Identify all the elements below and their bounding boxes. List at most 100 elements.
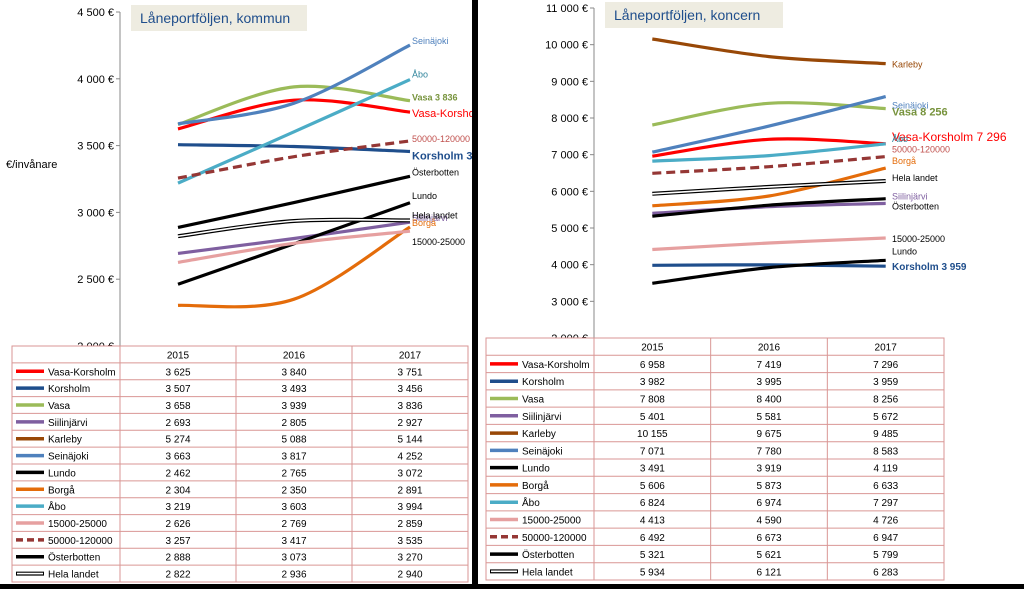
chart1-cell-5-2: 4 252 [397,452,422,463]
chart2-y-tick-label: 3 000 € [551,296,588,308]
chart2-cell-6-1: 3 919 [756,464,781,475]
chart1-cell-9-1: 2 769 [281,519,306,530]
chart2-cell-6-2: 4 119 [874,464,899,475]
chart1-series-11-end-label: Österbotten [412,167,459,177]
chart2-y-tick-label: 8 000 € [551,113,588,125]
chart2-cell-7-1: 5 873 [756,481,781,492]
chart1-cell-1-2: 3 456 [397,384,422,395]
chart2-cell-0-1: 7 419 [756,360,781,371]
chart2-series-5-line [651,95,887,154]
chart1-cell-5-1: 3 817 [281,452,306,463]
chart2-cell-4-0: 10 155 [637,429,668,440]
chart2-cell-7-2: 6 633 [873,481,898,492]
chart1-cell-12-0: 2 822 [165,570,190,581]
chart1-cell-5-0: 3 663 [165,452,190,463]
chart2-cell-8-2: 7 297 [873,498,898,509]
chart2-legend-label-2: Vasa [522,395,544,406]
chart1-cell-3-2: 2 927 [397,418,422,429]
chart2-y-tick-label: 10 000 € [545,40,588,52]
panel-koncern: 2 000 €3 000 €4 000 €5 000 €6 000 €7 000… [478,0,1024,584]
chart1-y-tick-label: 2 500 € [77,274,114,286]
chart2-series-0-line [652,137,886,158]
chart2-legend-label-0: Vasa-Korsholm [522,360,590,371]
chart1-series-3-line [177,220,411,255]
chart2-y-tick-label: 9 000 € [551,76,588,88]
chart2-cell-10-2: 6 947 [873,533,898,544]
chart2-legend-label-12: Hela landet [522,567,573,578]
chart2-series-11-line [652,197,886,218]
chart1-series-9-line [177,229,411,264]
chart2-cell-0-2: 7 296 [873,360,898,371]
chart2-series-3-end-label: Siilinjärvi [892,191,928,201]
chart2-series-7-end-label: Borgå [892,156,916,166]
chart1-cell-2-2: 3 836 [397,401,422,412]
chart2-cell-3-1: 5 581 [756,412,781,423]
chart1-series-10-line [177,139,411,180]
chart1-cell-10-0: 3 257 [165,536,190,547]
chart1-cell-11-0: 2 888 [165,553,190,564]
chart1-x-tick-label: 2015 [167,350,190,361]
chart2-series-1-end-label: Korsholm 3 959 [892,262,967,273]
chart1-cell-7-0: 2 304 [165,485,190,496]
chart2-y-tick-label: 7 000 € [551,150,588,162]
chart1-cell-6-0: 2 462 [165,468,190,479]
chart1-cell-4-2: 5 144 [397,435,422,446]
chart2-x-tick-label: 2017 [875,343,898,354]
chart2-series-2-line [652,101,886,127]
chart2-cell-5-1: 7 780 [756,446,781,457]
chart1-legend-label-3: Siilinjärvi [48,418,87,429]
chart2-cell-10-1: 6 673 [756,533,781,544]
chart2-cell-11-0: 5 321 [640,550,665,561]
chart1-cell-0-0: 3 625 [165,367,190,378]
chart2-legend-label-4: Karleby [522,429,556,440]
chart1-cell-8-0: 3 219 [165,502,190,513]
chart1-series-5-line [177,43,411,126]
chart1-cell-0-2: 3 751 [397,367,422,378]
chart2-series-5-end-label: Seinäjoki [892,101,929,111]
chart2-series-6-line [652,258,886,285]
chart1-series-1-end-label: Korsholm 3 456 [412,150,494,162]
chart2-cell-5-0: 7 071 [640,446,665,457]
chart1-cell-4-1: 5 088 [281,435,306,446]
chart1-series-2-end-label: Vasa 3 836 [412,93,458,103]
chart2-cell-1-1: 3 995 [756,377,781,388]
chart1-series-0-end-label: Vasa-Korsholm [412,108,486,120]
chart2-series-4-end-label: Karleby [892,60,923,70]
chart2-cell-5-2: 8 583 [873,446,898,457]
chart2-series-6-end-label: Lundo [892,246,917,256]
chart2-series-11-end-label: Österbotten [892,202,939,212]
chart1-legend-label-7: Borgå [48,484,75,496]
chart1-x-tick-label: 2016 [283,350,306,361]
chart1-series-7-line [177,225,411,309]
chart2-cell-6-0: 3 491 [640,464,665,475]
chart1-cell-3-1: 2 805 [281,418,306,429]
chart2-cell-11-1: 5 621 [756,550,781,561]
chart1-y-tick-label: 4 000 € [77,74,114,86]
chart2-cell-2-0: 7 808 [640,395,665,406]
chart1-cell-11-2: 3 270 [397,553,422,564]
chart1-x-tick-label: 2017 [399,350,422,361]
chart1-series-6-end-label: Lundo [412,191,437,201]
chart1-cell-3-0: 2 693 [165,418,190,429]
chart2-legend-label-9: 15000-25000 [522,516,581,527]
chart2-y-tick-label: 6 000 € [551,186,588,198]
chart2-series-1-line [652,263,886,268]
chart2-legend-label-7: Borgå [522,480,549,492]
chart2-series-0-end-label: Vasa-Korsholm 7 296 [892,130,1007,144]
chart1-cell-9-0: 2 626 [165,519,190,530]
chart1-cell-4-0: 5 274 [165,435,190,446]
chart2-cell-4-2: 9 485 [873,429,898,440]
chart2-cell-3-0: 5 401 [640,412,665,423]
chart1-series-8-line [177,78,411,185]
chart2-series-9-line [652,236,886,252]
chart1-cell-6-1: 2 765 [281,468,306,479]
chart2-cell-4-1: 9 675 [756,429,781,440]
chart1-title: Låneportföljen, kommun [140,10,290,26]
chart2-x-tick-label: 2016 [758,343,781,354]
chart1-cell-7-1: 2 350 [281,485,306,496]
chart2-legend-label-3: Siilinjärvi [522,412,561,423]
chart2-cell-1-2: 3 959 [873,377,898,388]
chart2-cell-9-0: 4 413 [640,516,665,527]
chart2-cell-12-1: 6 121 [756,567,781,578]
